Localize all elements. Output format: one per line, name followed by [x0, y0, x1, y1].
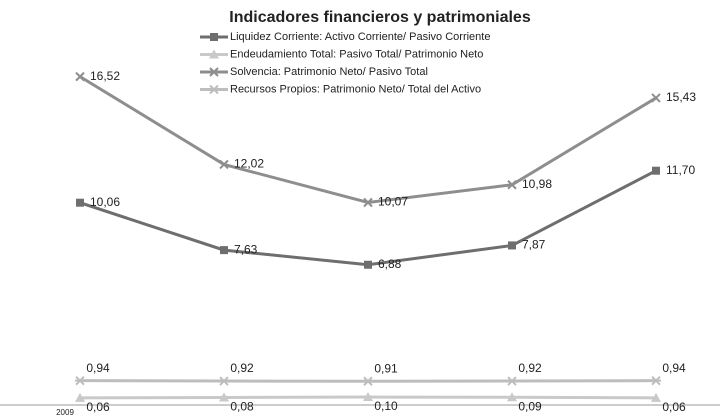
series-line [79, 75, 657, 205]
data-label: 12,02 [234, 157, 264, 171]
data-point [363, 197, 373, 208]
data-point [219, 159, 229, 170]
legend-marker [210, 33, 218, 41]
legend-marker [209, 49, 219, 59]
data-point [219, 376, 229, 386]
data-label: 0,10 [374, 399, 398, 413]
data-point [651, 93, 661, 103]
data-point [507, 376, 517, 386]
data-point [651, 375, 661, 386]
data-label: 7,87 [522, 238, 546, 252]
data-point [651, 392, 661, 402]
legend-label: Endeudamiento Total: Pasivo Total/ Patri… [230, 48, 483, 60]
data-label: 11,70 [666, 163, 695, 177]
data-label: 10,06 [90, 195, 120, 209]
data-point [652, 166, 660, 175]
data-point [507, 180, 517, 190]
data-label: 15,43 [666, 90, 696, 104]
data-label: 0,06 [662, 400, 686, 414]
data-label: 7,63 [234, 242, 258, 256]
data-label: 0,06 [86, 400, 110, 414]
data-label: 0,92 [518, 361, 542, 375]
data-label: 0,94 [86, 361, 110, 375]
data-label: 0,92 [230, 361, 254, 375]
x-tick-label: 2009 [56, 408, 74, 417]
series-line [79, 169, 657, 267]
data-point [76, 198, 84, 207]
legend-marker [209, 84, 219, 95]
data-point [508, 241, 516, 250]
data-point [219, 392, 229, 402]
data-point [363, 392, 373, 402]
data-label: 6,88 [378, 257, 402, 271]
data-label: 0,08 [230, 400, 254, 414]
chart-title: Indicadores financieros y patrimoniales [229, 9, 531, 26]
data-point [75, 71, 85, 82]
data-point [364, 260, 372, 269]
legend-label: Solvencia: Patrimonio Neto/ Pasivo Total [230, 66, 428, 78]
data-label: 16,52 [90, 69, 120, 83]
legend-marker [209, 67, 219, 77]
data-label: 10,07 [378, 195, 408, 209]
data-label: 0,94 [662, 361, 686, 375]
data-label: 0,09 [518, 399, 542, 413]
data-point [220, 246, 228, 255]
data-point [75, 375, 85, 386]
data-point [75, 392, 85, 402]
data-label: 0,91 [374, 361, 398, 375]
data-point [507, 392, 517, 402]
legend-label: Liquidez Corriente: Activo Corriente/ Pa… [230, 31, 490, 43]
data-label: 10,98 [522, 177, 552, 191]
data-point [363, 376, 373, 386]
legend-label: Recursos Propios: Patrimonio Neto/ Total… [230, 83, 481, 95]
